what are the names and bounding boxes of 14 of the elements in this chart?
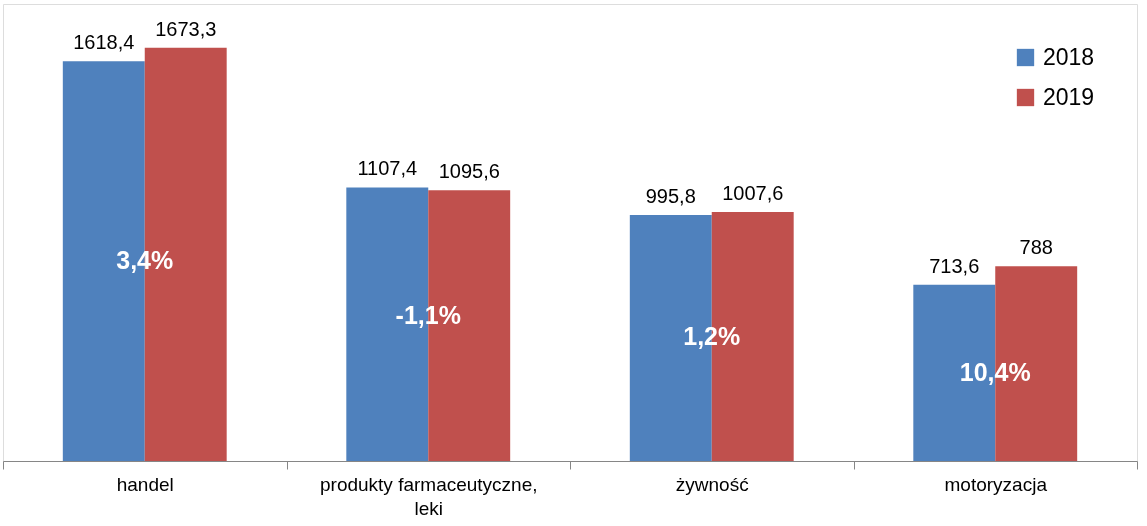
legend-label: 2019 (1043, 83, 1095, 110)
data-label: 995,8 (645, 185, 696, 208)
x-tick-label: handel (116, 473, 174, 495)
data-label: 1618,4 (73, 31, 135, 54)
x-tick-label: żywność (675, 473, 749, 495)
data-label: 1673,3 (155, 17, 217, 40)
data-label: 713,6 (929, 254, 980, 277)
data-label: 788 (1019, 236, 1053, 259)
data-label: 1007,6 (722, 182, 784, 205)
data-label: 1095,6 (438, 160, 500, 183)
legend-label: 2018 (1043, 43, 1095, 70)
x-tick-label: produkty farmaceutyczne, leki (319, 473, 538, 519)
data-label: 1107,4 (357, 157, 418, 180)
x-tick-label: motoryzacja (944, 473, 1048, 495)
